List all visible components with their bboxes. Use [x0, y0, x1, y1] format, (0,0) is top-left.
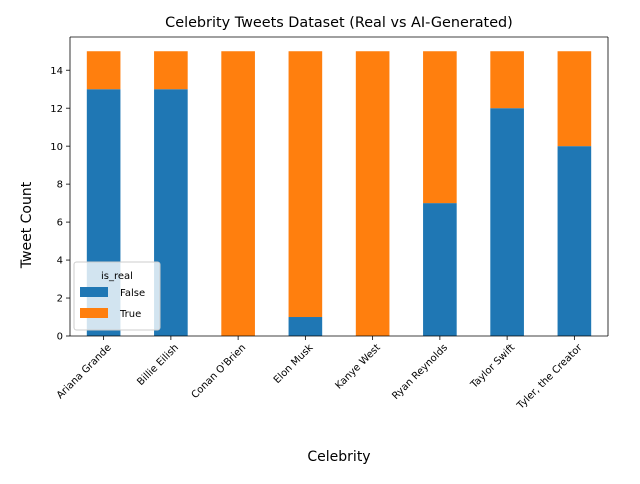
legend-title: is_real — [101, 271, 133, 282]
bar-false-7 — [557, 146, 592, 336]
chart-title: Celebrity Tweets Dataset (Real vs AI-Gen… — [165, 15, 513, 31]
legend: is_real False True — [73, 261, 161, 331]
x-axis-label: Celebrity — [307, 449, 370, 465]
y-ticks: 0 2 4 6 8 10 12 14 — [50, 66, 70, 343]
bar-true-6 — [490, 51, 524, 109]
y-tick-label: 14 — [50, 66, 63, 77]
bar-true-2 — [221, 51, 255, 336]
y-tick-label: 10 — [50, 142, 63, 153]
bar-true-1 — [154, 51, 188, 90]
bar-true-3 — [288, 51, 323, 318]
y-tick-label: 0 — [57, 332, 63, 343]
bar-false-5 — [423, 203, 457, 336]
y-tick-label: 4 — [57, 256, 63, 267]
y-tick-label: 6 — [57, 218, 63, 229]
bars-layer — [86, 51, 592, 336]
bar-false-6 — [490, 108, 524, 336]
legend-label: True — [119, 309, 141, 320]
axes-layer — [69, 36, 609, 337]
y-tick-label: 12 — [50, 104, 63, 115]
bar-true-0 — [86, 51, 121, 90]
legend-label: False — [120, 288, 145, 299]
legend-swatch — [80, 308, 108, 318]
y-tick-label: 8 — [57, 180, 63, 191]
bar-true-5 — [423, 51, 457, 204]
bar-false-3 — [288, 317, 323, 336]
legend-swatch — [80, 287, 108, 297]
y-tick-label: 2 — [57, 294, 63, 305]
y-axis-label: Tweet Count — [19, 181, 35, 269]
bar-true-7 — [557, 51, 592, 147]
bar-true-4 — [355, 51, 390, 336]
